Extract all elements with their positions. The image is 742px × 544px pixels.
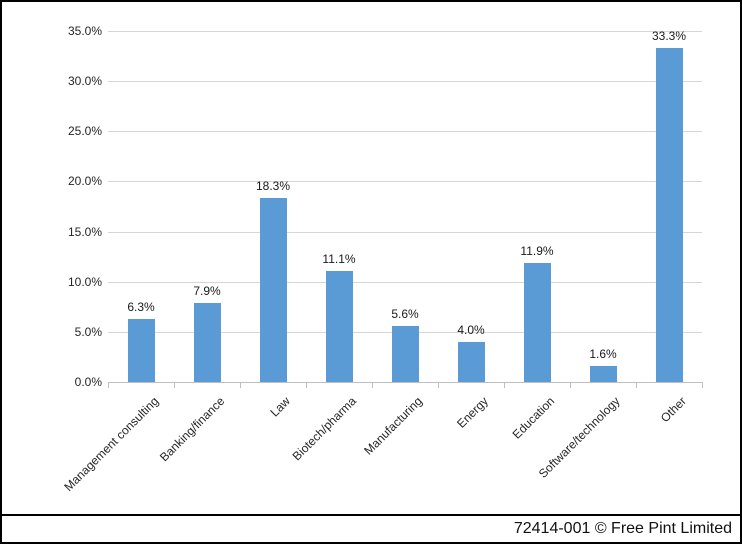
gridline — [108, 131, 702, 132]
y-axis-tick-label: 25.0% — [67, 124, 102, 138]
bar-value-label: 11.1% — [322, 252, 356, 266]
y-axis-tick-label: 35.0% — [67, 24, 102, 38]
bar-value-label: 1.6% — [589, 347, 617, 361]
category-label: Law — [267, 394, 293, 420]
bar — [326, 271, 353, 382]
gridline — [108, 282, 702, 283]
bar — [260, 198, 287, 382]
category-label: Energy — [454, 394, 491, 431]
category-label: Biotech/pharma — [289, 394, 359, 464]
x-axis-tick — [636, 383, 637, 388]
gridline — [108, 181, 702, 182]
bar-value-label: 4.0% — [457, 323, 485, 337]
x-axis-tick — [108, 383, 109, 388]
bar-value-label: 5.6% — [391, 307, 419, 321]
bar — [392, 326, 419, 382]
bar-value-label: 33.3% — [651, 29, 687, 43]
y-axis-tick-label: 0.0% — [74, 375, 102, 389]
category-label: Management consulting — [60, 394, 161, 495]
bar-value-label: 7.9% — [193, 284, 221, 298]
bar-value-label: 18.3% — [255, 179, 291, 193]
copyright-credit: 72414-001 © Free Pint Limited — [513, 520, 732, 537]
bar — [128, 319, 155, 382]
x-axis-tick — [306, 383, 307, 388]
bar — [194, 303, 221, 382]
bar — [590, 366, 617, 382]
gridline — [108, 232, 702, 233]
x-axis-tick — [174, 383, 175, 388]
footer-bar: 72414-001 © Free Pint Limited — [2, 514, 740, 542]
category-label: Banking/finance — [156, 394, 227, 465]
category-label: Manufacturing — [361, 394, 425, 458]
bar-chart-plot-area: 0.0% 5.0% 10.0% 15.0% 20.0% 25.0% 30.0% 35.0% 6.… — [2, 2, 740, 512]
y-axis-tick-label: 30.0% — [67, 74, 102, 88]
bar-value-label: 11.9% — [520, 244, 554, 258]
x-axis-tick — [570, 383, 571, 388]
bar — [656, 48, 683, 382]
bar-value-label: 6.3% — [127, 300, 155, 314]
category-label: Other — [657, 394, 689, 426]
y-axis-tick-label: 10.0% — [67, 275, 102, 289]
gridline — [108, 31, 702, 32]
x-axis-line — [108, 382, 703, 383]
category-label: Education — [509, 394, 557, 442]
x-axis-tick — [504, 383, 505, 388]
x-axis-tick — [372, 383, 373, 388]
x-axis-tick — [438, 383, 439, 388]
bar — [524, 263, 551, 382]
x-axis-tick — [240, 383, 241, 388]
y-axis-tick-label: 15.0% — [67, 225, 102, 239]
y-axis-tick-label: 20.0% — [67, 174, 102, 188]
x-axis-tick — [702, 383, 703, 388]
y-axis-tick-label: 5.0% — [74, 325, 102, 339]
gridline — [108, 81, 702, 82]
bar — [458, 342, 485, 382]
